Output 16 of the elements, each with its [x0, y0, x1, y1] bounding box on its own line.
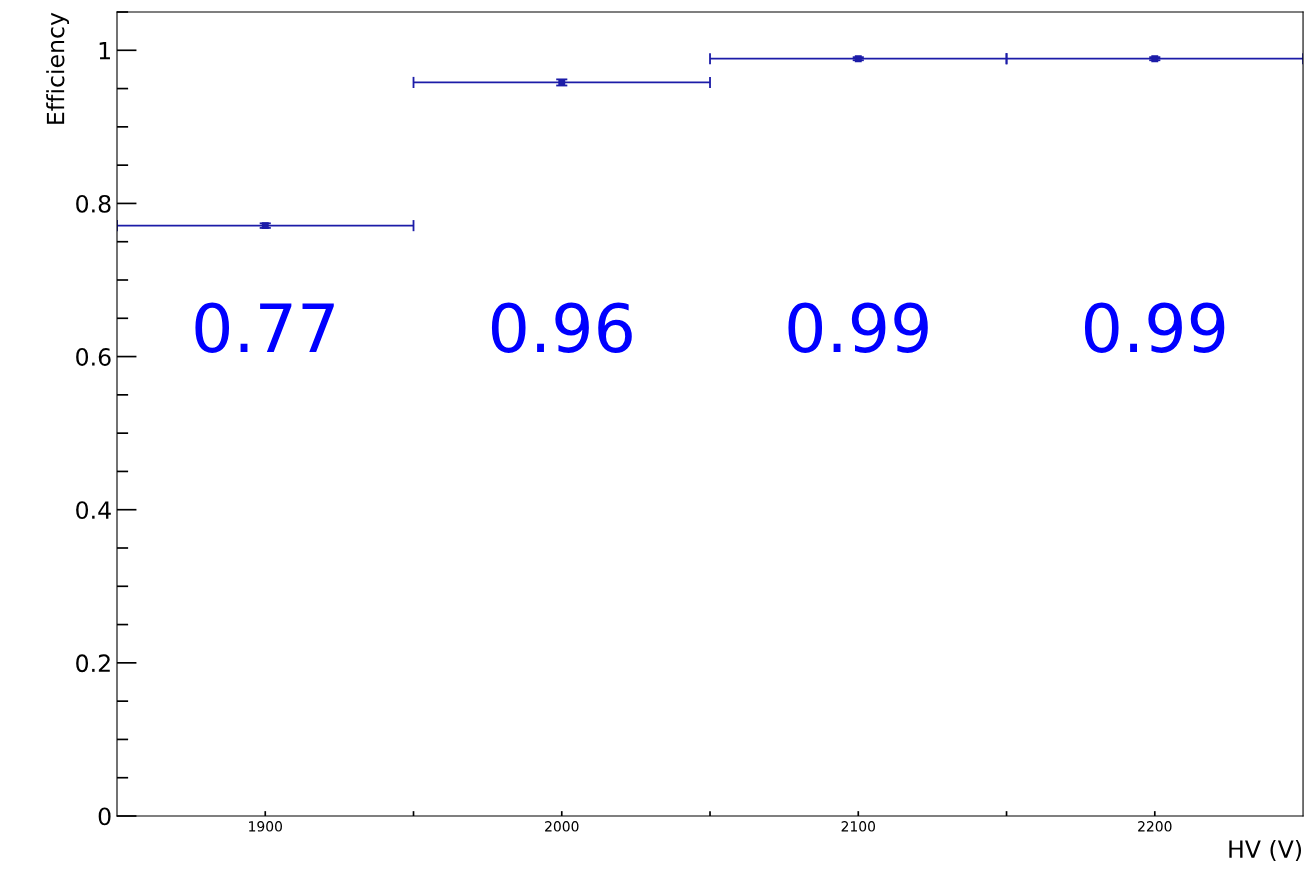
annotation: 0.99	[1084, 302, 1225, 353]
y-tick-label: 1	[99, 42, 110, 60]
y-tick-label: 0.2	[76, 654, 110, 673]
annotation: 0.96	[491, 302, 632, 353]
x-tick-label: 2000	[545, 821, 579, 832]
annotation: 0.77	[195, 302, 334, 353]
x-tick-label: 1900	[249, 821, 283, 832]
x-axis-title: HV (V)	[1229, 839, 1302, 861]
x-tick-label: 2100	[841, 821, 876, 832]
y-axis-title: Efficiency	[46, 12, 70, 124]
y-tick-label: 0	[98, 807, 111, 826]
y-tick-label: 0.6	[76, 348, 111, 366]
x-tick-label: 2200	[1138, 821, 1172, 832]
y-tick-label: 0.4	[76, 501, 111, 520]
annotation: 0.99	[788, 302, 928, 353]
y-tick-label: 0.8	[76, 194, 111, 213]
